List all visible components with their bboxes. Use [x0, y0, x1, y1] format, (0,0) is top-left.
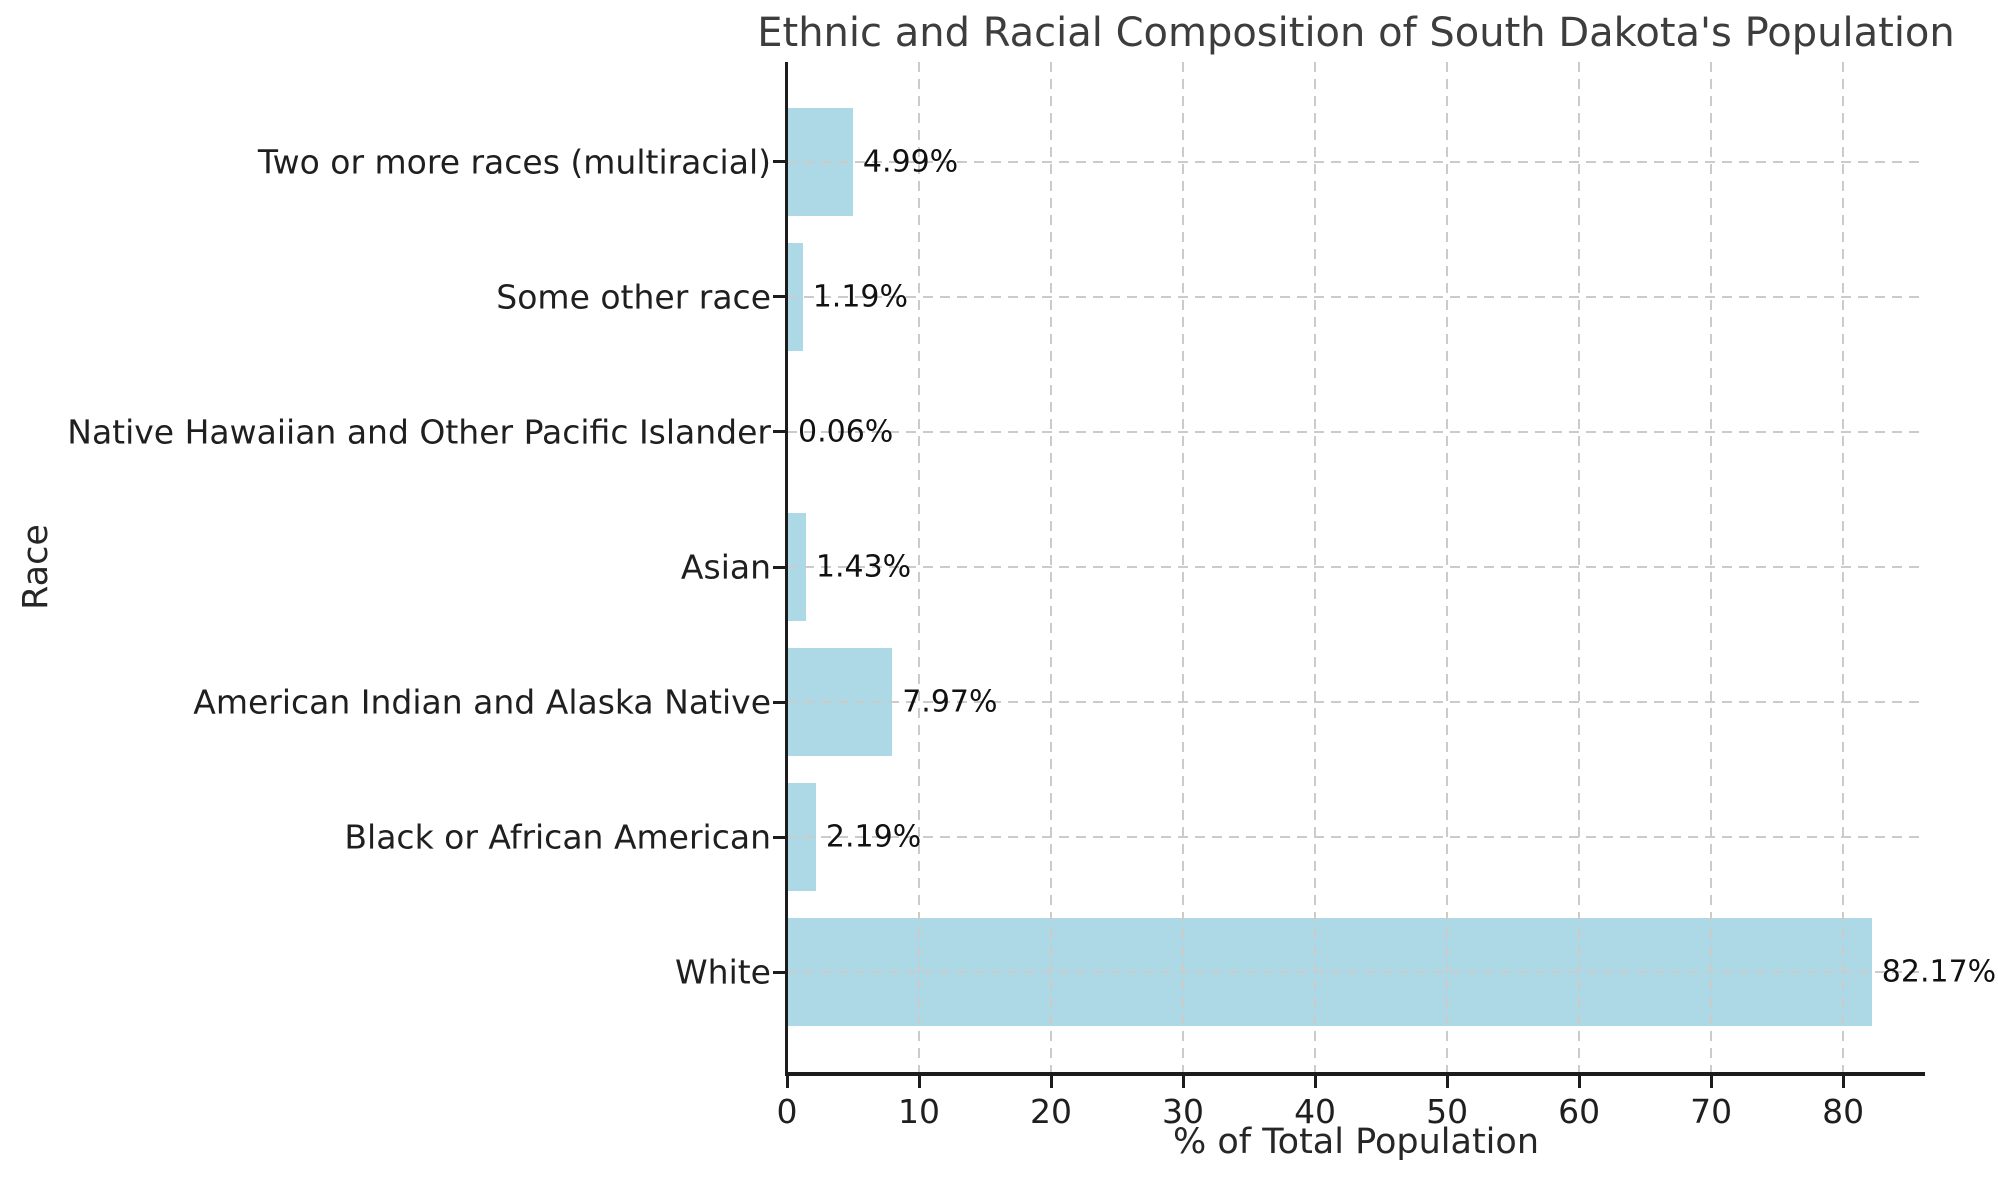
y-axis-spine	[785, 62, 788, 1074]
bar-value-label: 2.19%	[825, 819, 922, 855]
x-tick-mark	[1181, 1076, 1185, 1088]
category-label: Native Hawaiian and Other Pacific Island…	[67, 412, 771, 452]
category-label: Two or more races (multiracial)	[257, 142, 771, 182]
x-axis-spine	[785, 1072, 1925, 1076]
x-tick-label: 0	[776, 1092, 798, 1131]
y-tick-mark	[773, 700, 785, 704]
h-gridline	[787, 836, 1925, 839]
x-tick-label: 40	[1294, 1092, 1337, 1131]
category-label: Some other race	[496, 277, 771, 317]
y-tick-mark	[773, 295, 785, 299]
x-tick-label: 70	[1690, 1092, 1733, 1131]
bar-value-label: 1.43%	[815, 549, 912, 585]
x-tick-label: 60	[1558, 1092, 1601, 1131]
x-tick-label: 20	[1030, 1092, 1073, 1131]
category-label: Black or African American	[344, 817, 771, 857]
y-tick-mark	[773, 565, 785, 569]
y-tick-mark	[773, 970, 785, 974]
x-tick-mark	[917, 1076, 921, 1088]
bar-value-label: 4.99%	[862, 144, 959, 180]
x-tick-mark	[1445, 1076, 1449, 1088]
h-gridline	[787, 295, 1925, 298]
category-label: White	[675, 952, 771, 992]
y-tick-mark	[773, 430, 785, 434]
x-tick-label: 50	[1426, 1092, 1469, 1131]
y-axis-label: Race	[16, 524, 56, 610]
y-tick-mark	[773, 835, 785, 839]
h-gridline	[787, 701, 1925, 704]
x-tick-mark	[1049, 1076, 1053, 1088]
chart-title: Ethnic and Racial Composition of South D…	[757, 10, 1955, 56]
y-tick-mark	[773, 160, 785, 164]
h-gridline	[787, 430, 1925, 433]
x-tick-mark	[1709, 1076, 1713, 1088]
x-tick-mark	[1313, 1076, 1317, 1088]
category-label: Asian	[680, 547, 771, 587]
h-gridline	[787, 160, 1925, 163]
x-tick-mark	[785, 1076, 789, 1088]
x-tick-label: 30	[1162, 1092, 1205, 1131]
h-gridline	[787, 566, 1925, 568]
x-tick-label: 10	[898, 1092, 941, 1131]
bar-value-label: 0.06%	[798, 414, 894, 450]
category-label: American Indian and Alaska Native	[193, 682, 771, 722]
bar-value-label: 82.17%	[1881, 954, 1997, 990]
x-tick-mark	[1841, 1076, 1845, 1088]
x-tick-mark	[1577, 1076, 1581, 1088]
h-gridline	[787, 971, 1925, 974]
bar-value-label: 1.19%	[812, 279, 909, 315]
bar-value-label: 7.97%	[902, 684, 998, 720]
x-tick-label: 80	[1822, 1092, 1865, 1131]
x-axis-label: % of Total Population	[1173, 1122, 1539, 1162]
